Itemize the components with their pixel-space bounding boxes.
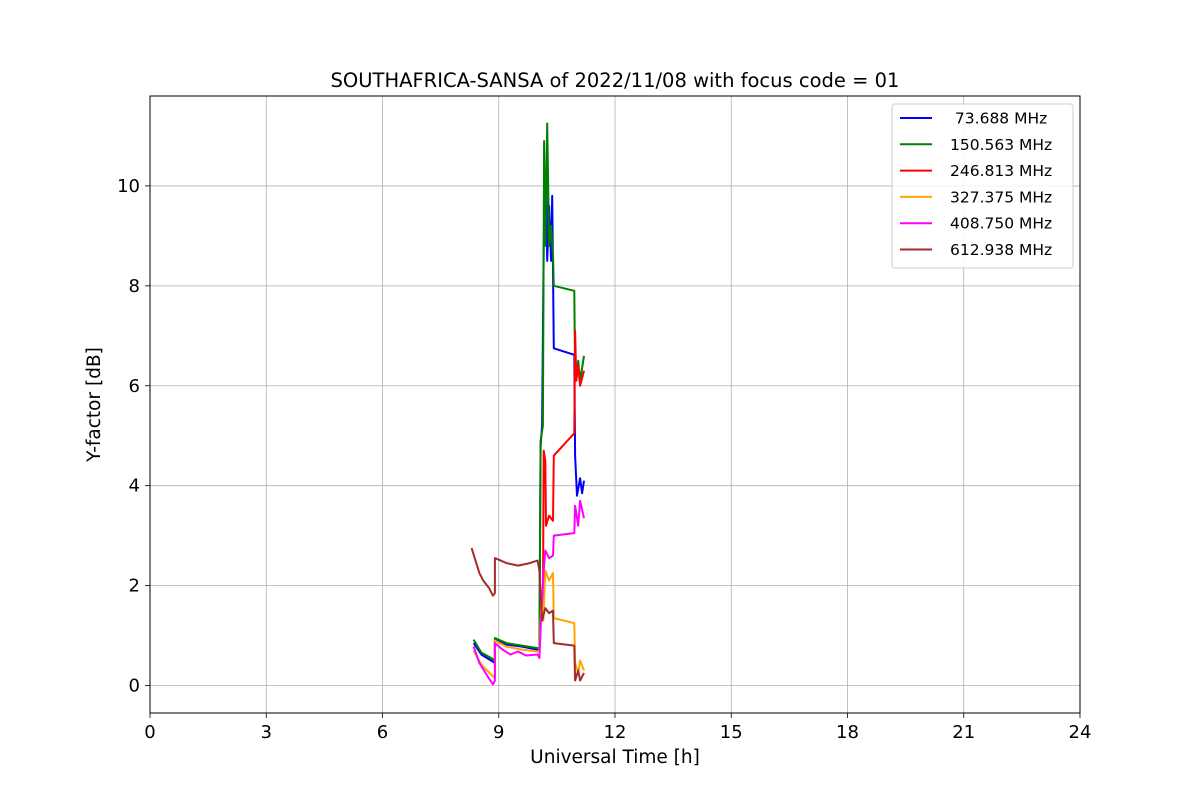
- series-line-5: [472, 499, 585, 686]
- x-axis: 0 3 6 9 12 15 18 21 24: [144, 713, 1091, 743]
- series-line-6: [470, 547, 585, 682]
- x-tick-label: 6: [377, 722, 388, 743]
- y-tick-label: 2: [129, 576, 140, 597]
- y-tick-label: 0: [129, 676, 140, 697]
- y-tick-label: 8: [129, 276, 140, 297]
- x-tick-label: 21: [952, 722, 975, 743]
- x-tick-label: 12: [604, 722, 627, 743]
- legend-label: 246.813 MHz: [950, 162, 1052, 180]
- y-tick-label: 10: [117, 176, 140, 197]
- x-tick-label: 18: [836, 722, 859, 743]
- x-tick-label: 3: [261, 722, 272, 743]
- y-axis-label: Y-factor [dB]: [84, 347, 105, 463]
- y-axis: 0 2 4 6 8 10: [117, 176, 150, 697]
- y-tick-label: 4: [129, 476, 140, 497]
- series-layer: [470, 122, 585, 686]
- x-tick-label: 24: [1069, 722, 1092, 743]
- legend-box: [891, 103, 1074, 269]
- x-axis-label: Universal Time [h]: [530, 747, 700, 768]
- x-tick-label: 9: [493, 722, 504, 743]
- y-tick-label: 6: [129, 376, 140, 397]
- legend-label: 73.688 MHz: [950, 110, 1047, 128]
- legend-label: 408.750 MHz: [950, 215, 1052, 233]
- x-tick-label: 15: [720, 722, 743, 743]
- series-line-3: [540, 329, 585, 612]
- legend: 73.688 MHz 150.563 MHz 246.813 MHz 327.375 …: [891, 103, 1074, 269]
- chart-title: SOUTHAFRICA-SANSA of 2022/11/08 with foc…: [331, 69, 900, 92]
- legend-label: 612.938 MHz: [950, 241, 1052, 259]
- legend-label: 327.375 MHz: [950, 188, 1052, 206]
- x-tick-label: 0: [144, 722, 155, 743]
- legend-label: 150.563 MHz: [950, 136, 1052, 154]
